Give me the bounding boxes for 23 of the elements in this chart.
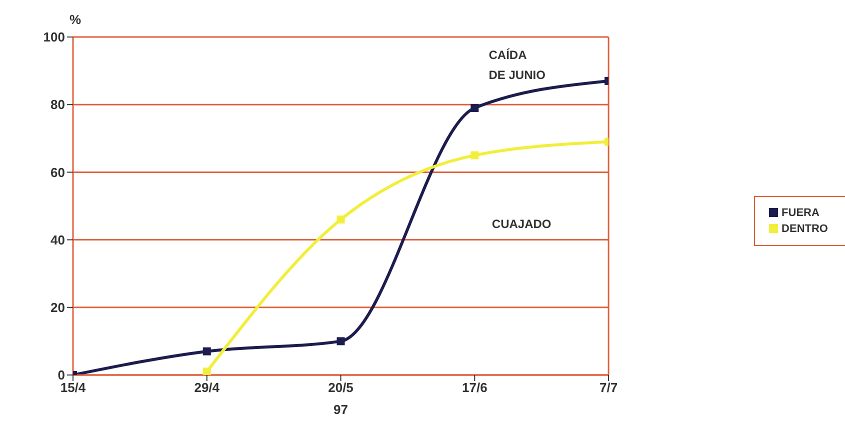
y-tick-label: 40	[50, 232, 65, 248]
x-tick-label: 17/6	[462, 380, 488, 396]
y-tick-label: 60	[50, 164, 65, 180]
x-tick-label: 15/4	[60, 380, 86, 396]
point	[202, 347, 211, 356]
y-axis-title: %	[69, 12, 82, 28]
x-tick-label: 29/4	[194, 380, 220, 396]
annotation: CAÍDA DE JUNIO	[486, 45, 548, 86]
x-axis-title: 97	[334, 402, 348, 417]
legend-label: DENTRO	[782, 222, 828, 234]
y-tick-label: 0	[58, 368, 65, 383]
y-tick-label: 20	[50, 300, 65, 316]
y-tick-label: 100	[43, 30, 65, 45]
x-tick-label: 7/7	[600, 380, 618, 396]
point	[202, 368, 211, 375]
legend-label: FUERA	[782, 206, 820, 218]
point	[470, 151, 479, 160]
y-tick-label: 80	[50, 97, 65, 112]
x-tick-label: 20/5	[328, 380, 354, 396]
point	[336, 337, 345, 346]
point	[470, 104, 479, 112]
point	[336, 216, 345, 224]
annotation: CUAJADO	[488, 214, 554, 234]
